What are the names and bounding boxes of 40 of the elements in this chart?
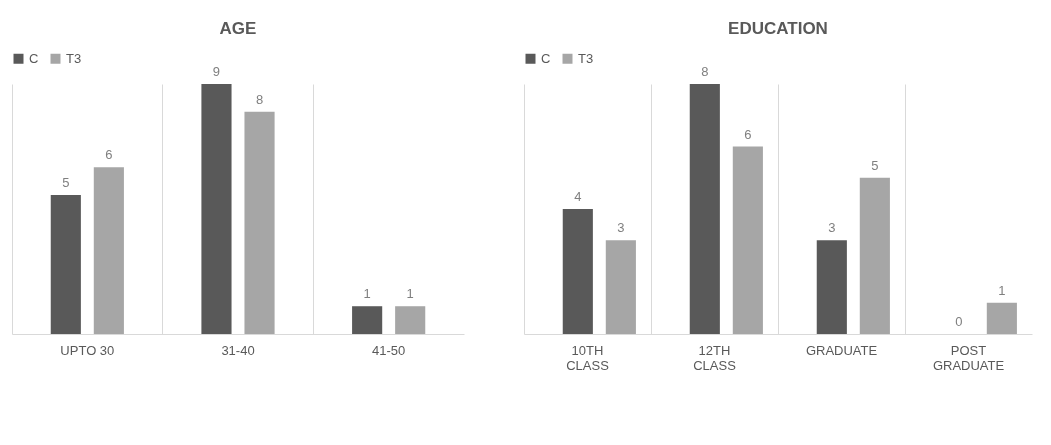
legend-label: T3	[66, 50, 82, 66]
data-label: 6	[744, 126, 752, 142]
bar	[986, 302, 1017, 334]
x-tick-label: 31-40	[221, 342, 255, 358]
legend-label: C	[29, 50, 39, 66]
data-label: 3	[828, 220, 836, 236]
x-tick-label: 41-50	[372, 342, 406, 358]
x-tick-label: UPTO 30	[60, 342, 115, 358]
bar	[395, 306, 426, 334]
x-tick-label: GRADUATE	[805, 342, 878, 358]
data-label: 0	[955, 314, 963, 329]
bar	[352, 306, 383, 334]
data-label: 5	[871, 157, 879, 173]
data-label: 1	[998, 282, 1006, 298]
data-label: 1	[406, 286, 414, 302]
bar	[244, 111, 275, 334]
bar	[605, 240, 636, 334]
chart-title: EDUCATION	[728, 19, 828, 38]
data-label: 3	[617, 220, 625, 236]
legend-label: C	[541, 50, 551, 66]
data-label: 6	[105, 147, 113, 163]
bar	[93, 167, 124, 334]
x-tick-label: 12TH CLASS	[693, 342, 737, 373]
chart-title: AGE	[219, 19, 257, 38]
data-label: 5	[62, 175, 70, 191]
data-label: 8	[701, 64, 709, 79]
bar	[689, 84, 720, 334]
bar	[816, 240, 847, 334]
data-label: 8	[255, 91, 264, 107]
legend-label: T3	[578, 50, 594, 66]
bar	[201, 84, 232, 334]
bar	[732, 146, 763, 334]
x-tick-label: POST GRADUATE	[932, 342, 1005, 373]
bar	[562, 209, 593, 334]
data-label: 1	[363, 286, 371, 302]
data-label: 4	[574, 189, 582, 204]
data-label: 9	[212, 64, 221, 79]
bar	[50, 195, 81, 334]
x-tick-label: 10TH CLASS	[566, 342, 610, 373]
bar	[859, 177, 890, 334]
